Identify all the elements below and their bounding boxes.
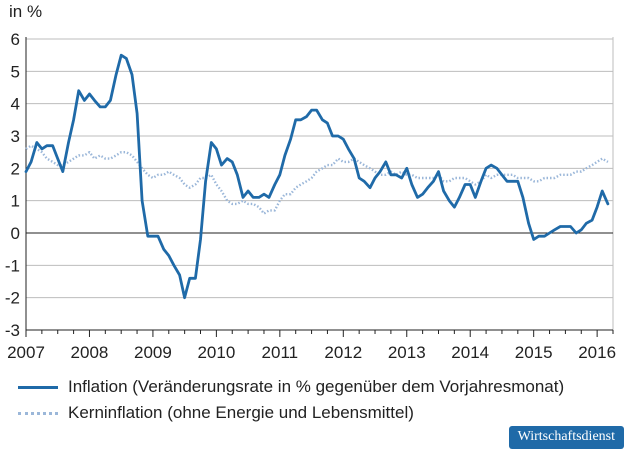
legend-label-kerninflation: Kerninflation (ohne Energie und Lebensmi… xyxy=(68,403,414,422)
series-line-kerninflation xyxy=(25,144,609,215)
x-tick-label: 2016 xyxy=(578,343,616,362)
x-tick-label: 2011 xyxy=(262,343,299,362)
legend-item-kerninflation: Kerninflation (ohne Energie und Lebensmi… xyxy=(18,400,564,426)
y-tick-label: 2 xyxy=(11,159,20,178)
y-tick-label: 4 xyxy=(11,95,20,114)
publisher-badge: Wirtschaftsdienst xyxy=(508,426,624,449)
y-tick-label: -1 xyxy=(5,256,20,275)
x-tick-label: 2015 xyxy=(515,343,553,362)
axes xyxy=(25,37,614,337)
x-tick-label: 2007 xyxy=(7,343,45,362)
legend-label-inflation: Inflation (Veränderungsrate in % gegenüb… xyxy=(68,377,565,396)
x-tick-label: 2008 xyxy=(71,343,109,362)
legend: Inflation (Veränderungsrate in % gegenüb… xyxy=(18,374,564,426)
y-tick-label: 6 xyxy=(11,30,20,49)
y-tick-label: 3 xyxy=(11,127,20,146)
x-tick-label: 2013 xyxy=(388,343,426,362)
legend-item-inflation: Inflation (Veränderungsrate in % gegenüb… xyxy=(18,374,564,400)
legend-swatch-kerninflation xyxy=(18,411,58,415)
x-tick-label: 2010 xyxy=(197,343,235,362)
tick-labels: 6 5 4 3 2 1 0 -1 -2 -3 2007 2008 2009 2010 2011 2012 201… xyxy=(5,30,616,362)
series-lines xyxy=(24,53,610,300)
legend-swatch-inflation xyxy=(18,385,58,389)
x-tick-label: 2009 xyxy=(134,343,172,362)
x-tick-label: 2012 xyxy=(324,343,362,362)
y-tick-label: -3 xyxy=(5,321,20,340)
series-line-inflation xyxy=(24,53,610,300)
y-axis-label: in % xyxy=(9,2,42,21)
y-tick-label: 1 xyxy=(11,192,20,211)
y-tick-label: 0 xyxy=(11,224,20,243)
x-tick-label: 2014 xyxy=(451,343,489,362)
y-tick-label: 5 xyxy=(11,62,20,81)
line-chart: 6 5 4 3 2 1 0 -1 -2 -3 2007 2008 2009 2010 2011 2012 201… xyxy=(5,2,616,362)
y-tick-label: -2 xyxy=(5,289,20,308)
